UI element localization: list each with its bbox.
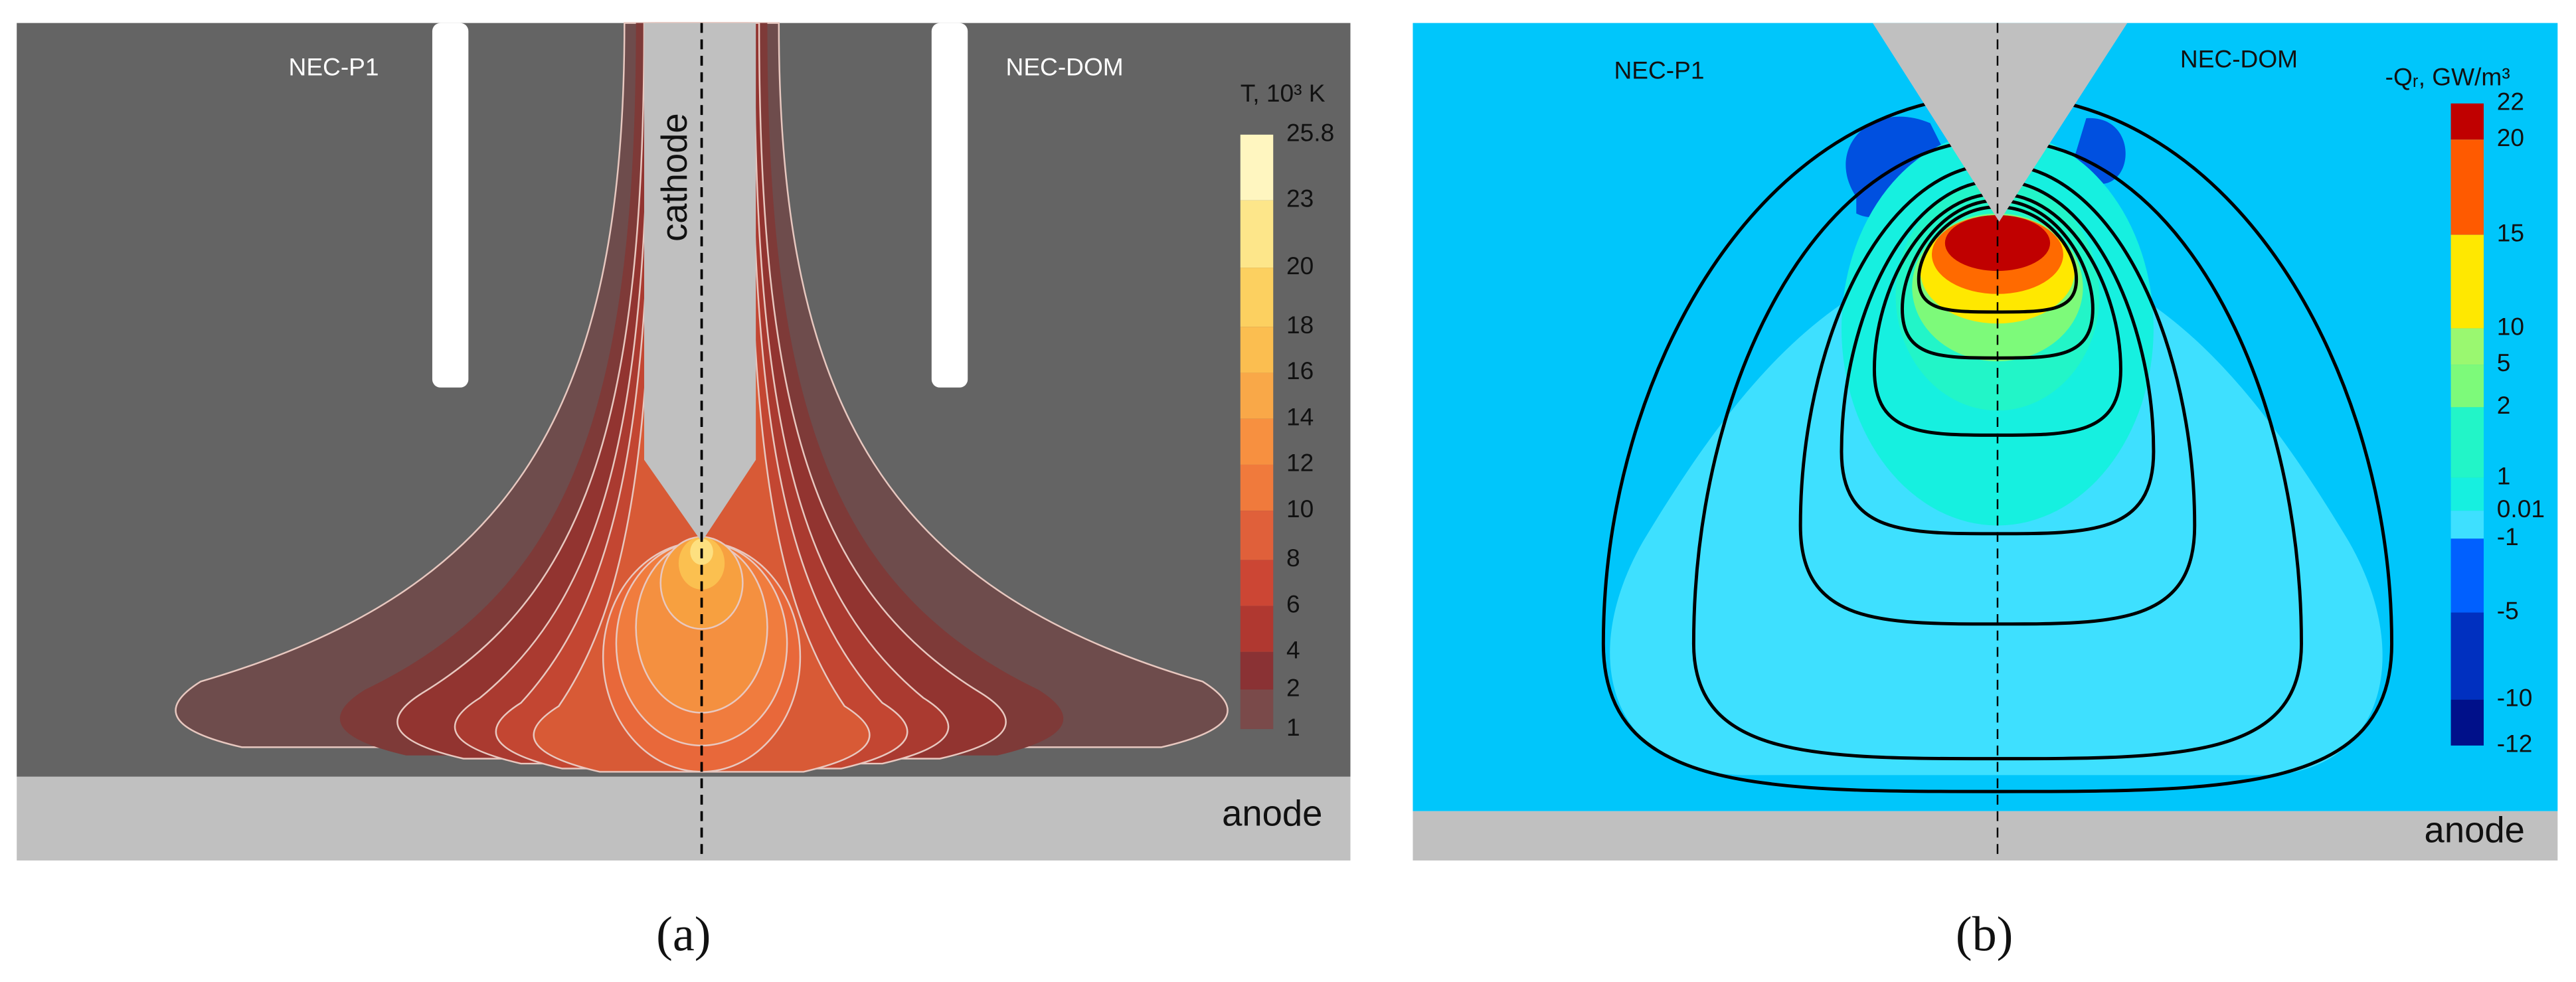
colorbar-label: -10 [2497, 683, 2533, 711]
colorbar-band [1240, 200, 1274, 268]
colorbar-band [1240, 651, 1274, 690]
colorbar-label: 1 [1286, 713, 1300, 741]
colorbar-label: 23 [1286, 185, 1314, 212]
colorbar-title: -Qᵣ, GW/m³ [2385, 63, 2510, 91]
colorbar-label: -5 [2497, 596, 2519, 624]
colorbar-band [2450, 365, 2484, 408]
probe [432, 23, 469, 388]
contour [1691, 137, 2303, 761]
colorbar-band [1240, 560, 1274, 606]
colorbar-label: 15 [2497, 218, 2524, 246]
colorbar-band [2450, 477, 2484, 511]
colorbar-label: 16 [1286, 357, 1314, 384]
colorbar-label: 20 [2497, 123, 2524, 151]
colorbar-band [2450, 139, 2484, 235]
colorbar: 22 20 15 10 5 2 1 0.01-1 -5 -10 -12 [2450, 88, 2545, 758]
colorbar-label: 5 [2497, 349, 2511, 376]
colorbar-band [1240, 511, 1274, 560]
cathode [644, 23, 756, 542]
anode-label: anode [2425, 809, 2525, 850]
left-label: NEC-P1 [1614, 56, 1704, 84]
colorbar-label: 2 [1286, 674, 1300, 702]
colorbar-label: 4 [1286, 636, 1300, 664]
colorbar: 25.8 23 20 18 16 14 12 10 8 6 4 2 1 [1240, 119, 1334, 741]
colorbar-band [2450, 328, 2484, 365]
colorbar-band [1240, 418, 1274, 465]
colorbar-band [1240, 134, 1274, 201]
colorbar-band [2450, 103, 2484, 140]
panel-b: NEC-P1 NEC-DOM anode -Qᵣ, GW/m³ 22201510… [1413, 23, 2558, 962]
colorbar-band [2450, 699, 2484, 746]
colorbar-band [1240, 606, 1274, 652]
colorbar-label: 2 [2497, 391, 2511, 419]
colorbar-band [2450, 538, 2484, 613]
colorbar-label: 10 [2497, 312, 2524, 340]
probe [931, 23, 968, 388]
colorbar-band [1240, 689, 1274, 730]
colorbar-label: 20 [1286, 252, 1314, 280]
colorbar-band [2450, 612, 2484, 700]
panel-label: (a) [656, 908, 711, 962]
colorbar-band [1240, 372, 1274, 419]
panel-label: (b) [1956, 908, 2014, 962]
colorbar-label: 25.8 [1286, 119, 1334, 147]
colorbar-band [2450, 511, 2484, 539]
colorbar-label: 18 [1286, 311, 1314, 339]
right-label: NEC-DOM [1006, 53, 1124, 81]
cathode-label: cathode [654, 113, 695, 242]
colorbar-label: -1 [2497, 523, 2519, 550]
anode [1413, 811, 2558, 860]
anode [17, 776, 1351, 860]
colorbar-band [2450, 407, 2484, 478]
colorbar-band [2450, 234, 2484, 329]
panel-a: NEC-P1 NEC-DOM cathode anode T, 10³ K 25… [17, 22, 1351, 962]
colorbar-band [1240, 327, 1274, 373]
contour [1601, 93, 2393, 793]
colorbar-band [1240, 464, 1274, 511]
colorbar-label: 6 [1286, 590, 1300, 617]
colorbar-label: 0.01 [2497, 495, 2545, 523]
colorbar-label: 10 [1286, 495, 1314, 523]
colorbar-label: 1 [2497, 462, 2511, 490]
colorbar-label: -12 [2497, 730, 2533, 758]
cathode [1872, 23, 2128, 222]
colorbar-label: 14 [1286, 402, 1314, 430]
right-label: NEC-DOM [2180, 44, 2298, 72]
colorbar-title: T, 10³ K [1241, 79, 1326, 107]
region [1846, 116, 1955, 218]
colorbar-label: 8 [1286, 544, 1300, 572]
colorbar-band [1240, 268, 1274, 327]
colorbar-label: 12 [1286, 449, 1314, 477]
anode-label: anode [1222, 793, 1322, 834]
colorbar-label: 22 [2497, 88, 2524, 116]
left-label: NEC-P1 [289, 53, 379, 81]
